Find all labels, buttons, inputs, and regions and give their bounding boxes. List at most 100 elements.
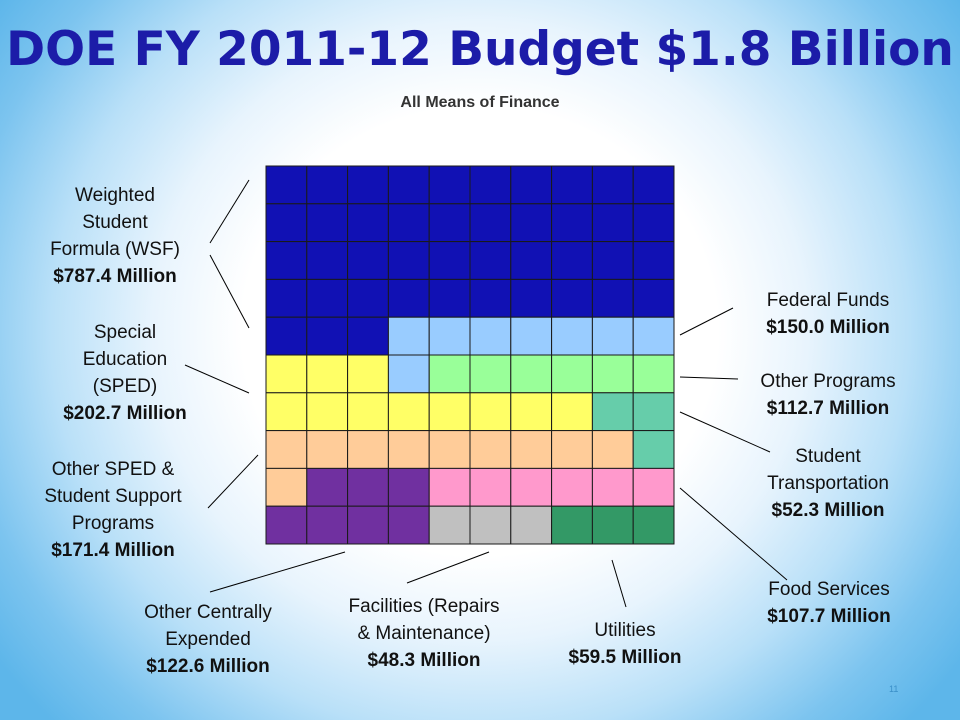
label-util-name: Utilities [594,620,656,641]
label-wsf-amount: $787.4 Million [53,266,177,287]
waffle-cell-food [551,467,593,507]
waffle-cell-wsf [428,241,471,280]
waffle-cell-fed [387,316,430,356]
label-sped: Special Education (SPED) $202.7 Million [30,319,220,427]
waffle-cell-wsf [265,203,308,243]
waffle-cell-wsf [347,241,389,280]
waffle-cell-wsf [591,203,634,243]
waffle-cell-wsf [469,165,512,205]
waffle-cell-wsf [306,316,349,356]
label-wsf: Weighted Student Formula (WSF) $787.4 Mi… [25,182,205,290]
waffle-cell-wsf [428,165,471,205]
label-trans-name: Transportation [767,473,889,494]
waffle-cell-wsf [387,203,430,243]
waffle-cell-other [632,354,675,394]
waffle-cell-wsf [510,241,553,280]
waffle-cell-osped [265,430,308,469]
waffle-cell-sped [306,392,349,432]
leader-line-wsf-bottom [209,254,250,329]
label-util-amount: $59.5 Million [568,647,682,668]
page-number: 11 [889,684,899,694]
label-sped-amount: $202.7 Million [63,403,187,424]
waffle-cell-wsf [347,165,389,205]
waffle-cell-osped [306,430,349,469]
label-ocent-name: Other Centrally [144,602,272,623]
waffle-cell-wsf [632,203,675,243]
label-sped-name: Special [93,322,157,343]
label-fed-name: Federal Funds [766,290,890,311]
leader-line-util [611,559,627,608]
waffle-cell-wsf [591,165,634,205]
page-title: DOE FY 2011-12 Budget $1.8 Billion [6,22,954,77]
waffle-cell-osped [551,430,593,469]
label-osped-name: Student Support [44,486,182,507]
label-food-amount: $107.7 Million [767,606,891,627]
page-subtitle: All Means of Finance [400,94,560,111]
label-other-amount: $112.7 Million [766,398,890,419]
waffle-cell-osped [428,430,471,469]
waffle-cell-other [510,354,553,394]
waffle-cell-wsf [428,278,471,318]
waffle-cell-wsf [632,241,675,280]
waffle-cell-wsf [306,165,349,205]
label-osped-name: Programs [71,513,155,534]
label-util: Utilities $59.5 Million [540,617,710,671]
label-trans-name: Student [795,446,861,467]
waffle-cell-sped [347,354,389,394]
waffle-cell-wsf [306,278,349,318]
leader-line-fac [406,551,490,584]
waffle-cell-osped [387,430,430,469]
label-osped: Other SPED & Student Support Programs $1… [18,456,208,564]
label-wsf-name: Student [82,212,148,233]
waffle-cell-osped [510,430,553,469]
label-osped-name: Other SPED & [51,459,175,480]
waffle-cell-sped [387,392,430,432]
waffle-cell-ocent [387,467,430,507]
waffle-cell-wsf [551,165,593,205]
waffle-cell-other [428,354,471,394]
waffle-cell-wsf [469,203,512,243]
waffle-cell-ocent [265,505,308,545]
waffle-cell-osped [347,430,389,469]
label-wsf-name: Formula (WSF) [50,239,180,260]
waffle-cell-wsf [510,203,553,243]
label-fac: Facilities (Repairs & Maintenance) $48.3… [314,593,534,674]
label-other: Other Programs $112.7 Million [728,368,928,422]
waffle-cell-ocent [387,505,430,545]
label-fac-name: Facilities (Repairs [348,596,500,617]
leader-line-other [679,376,739,380]
waffle-cell-fed [591,316,634,356]
waffle-cell-wsf [265,278,308,318]
waffle-cell-fac [469,505,512,545]
waffle-cell-util [551,505,593,545]
waffle-cell-ocent [347,505,389,545]
waffle-cell-trans [591,392,634,432]
waffle-cell-wsf [387,278,430,318]
waffle-cell-wsf [347,278,389,318]
waffle-cell-wsf [347,316,389,356]
waffle-cell-trans [632,392,675,432]
waffle-cell-fed [632,316,675,356]
waffle-cell-other [469,354,512,394]
waffle-cell-food [632,467,675,507]
waffle-cell-fed [428,316,471,356]
waffle-cell-wsf [510,278,553,318]
waffle-cell-wsf [551,241,593,280]
waffle-cell-ocent [347,467,389,507]
waffle-cell-wsf [387,165,430,205]
waffle-cell-osped [591,430,634,469]
waffle-cell-fed [510,316,553,356]
waffle-cell-trans [632,430,675,469]
label-food: Food Services $107.7 Million [724,576,934,630]
waffle-cell-sped [265,392,308,432]
leader-line-trans [679,411,771,453]
waffle-cell-wsf [347,203,389,243]
label-trans-amount: $52.3 Million [771,500,885,521]
waffle-cell-sped [469,392,512,432]
label-other-name: Other Programs [760,371,896,392]
leader-line-fed [679,307,734,336]
waffle-cell-other [551,354,593,394]
waffle-cell-sped [347,392,389,432]
waffle-cell-osped [265,467,308,507]
